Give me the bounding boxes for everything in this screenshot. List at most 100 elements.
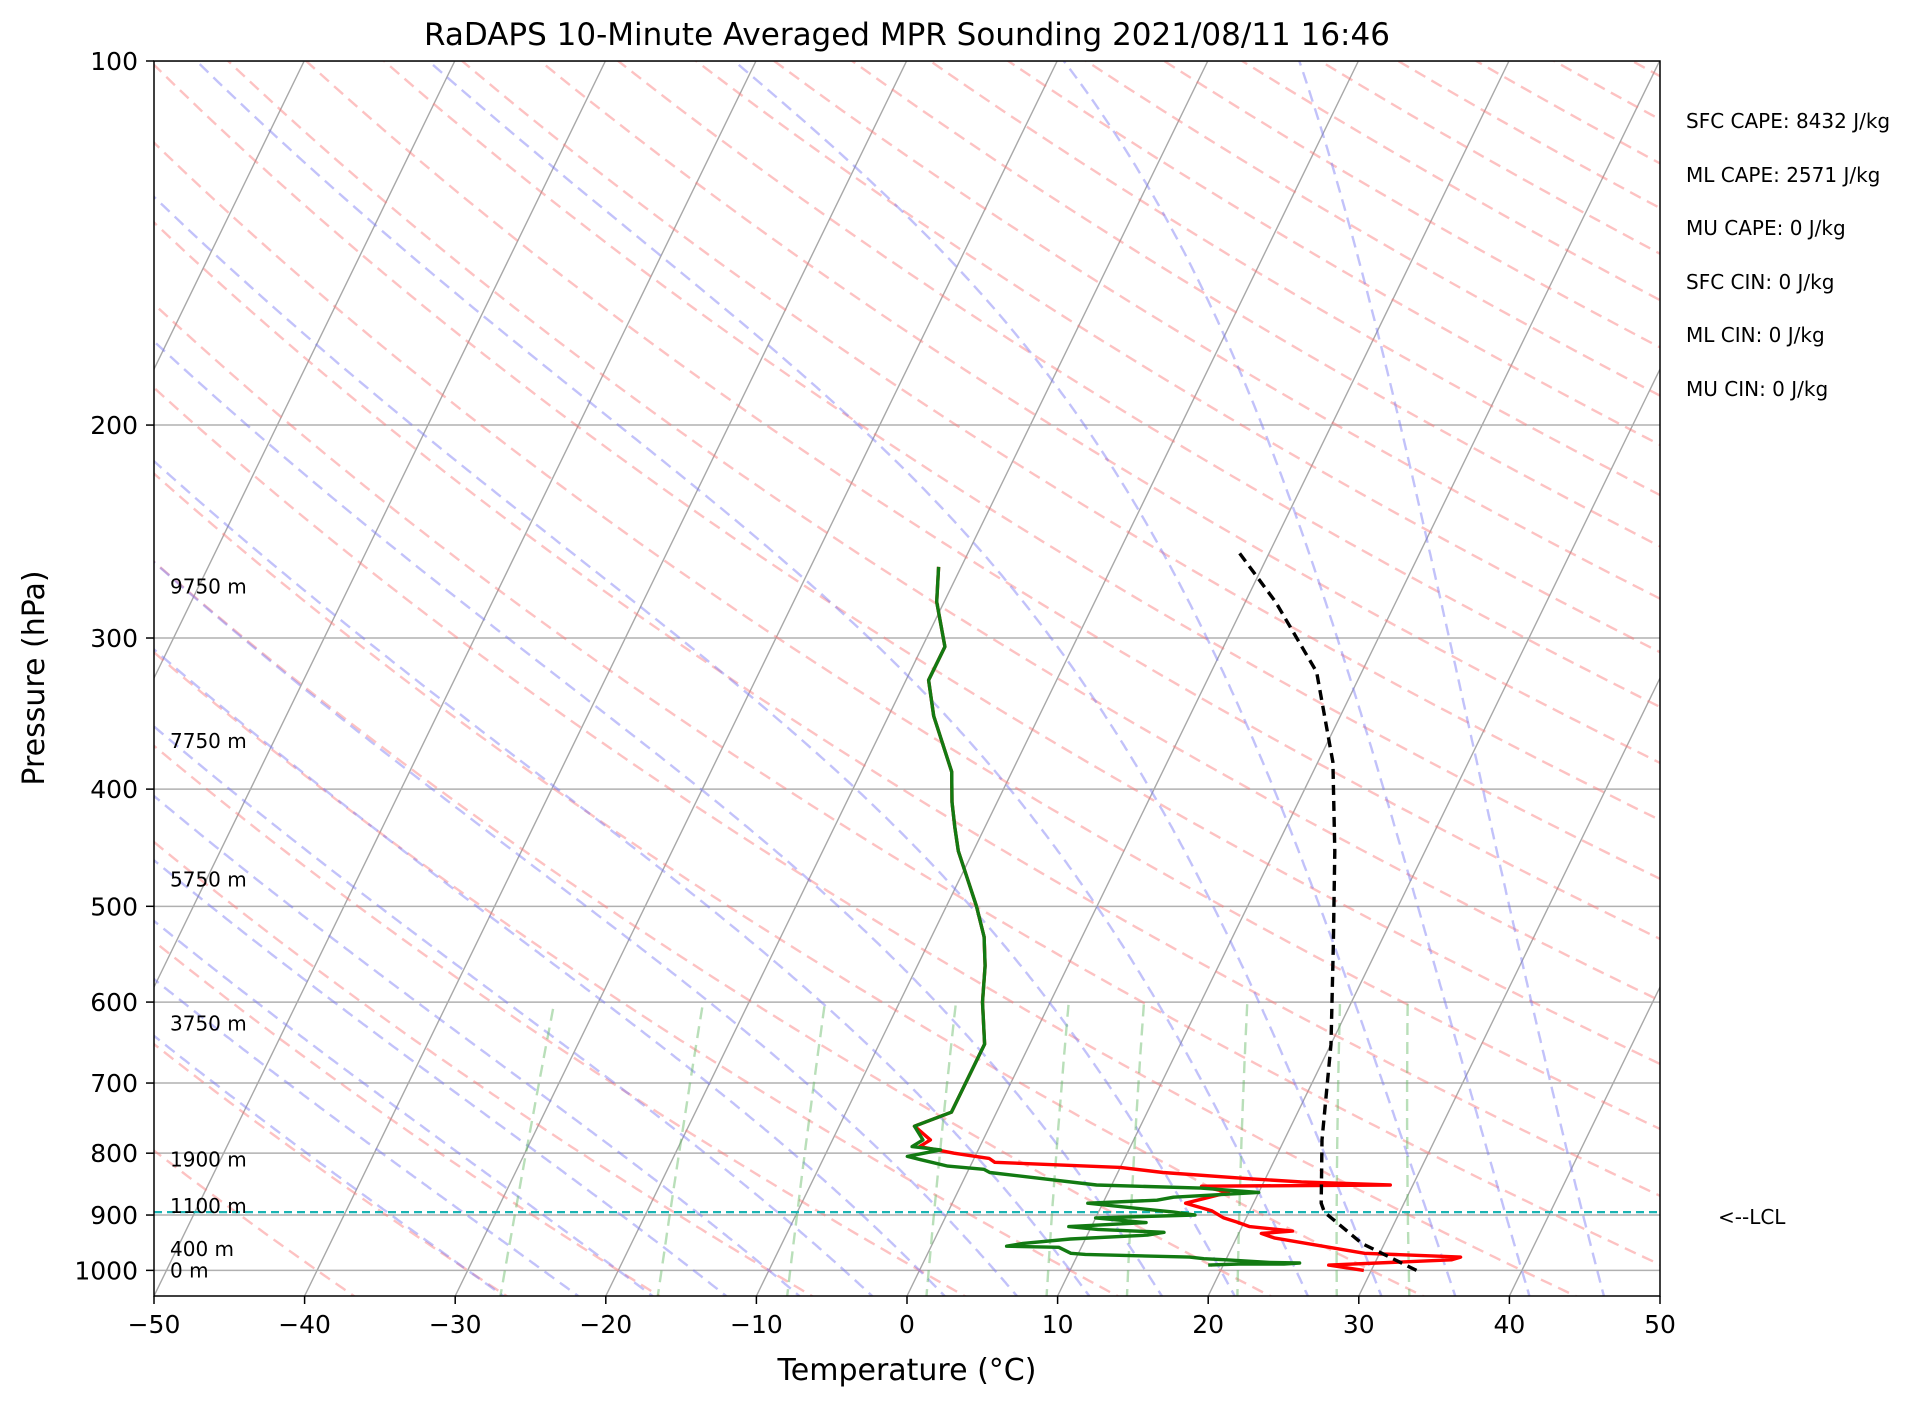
dry-adiabat bbox=[154, 1042, 509, 1296]
isotherm-line bbox=[1358, 676, 1660, 1296]
dry-adiabat bbox=[154, 650, 1121, 1296]
sfc-cin-text: SFC CIN: 0 J/kg bbox=[1686, 270, 1834, 294]
moist-adiabat bbox=[154, 858, 729, 1296]
y-tick-label: 500 bbox=[90, 892, 138, 921]
mixing-ratio-line bbox=[1125, 1002, 1146, 1296]
x-tick-label: 50 bbox=[1644, 1310, 1676, 1339]
mixing-ratio-line bbox=[656, 1001, 705, 1296]
moist-adiabat bbox=[154, 794, 802, 1296]
x-axis-label: Temperature (°C) bbox=[777, 1353, 1037, 1388]
moist-adiabat bbox=[154, 195, 1237, 1296]
moist-adiabat bbox=[154, 339, 1164, 1296]
height-label: 9750 m bbox=[170, 575, 247, 599]
mixing-ratio-line bbox=[1045, 1002, 1070, 1296]
isotherm-line bbox=[906, 61, 1510, 1296]
temperature-profile bbox=[912, 566, 1463, 1273]
mixing-ratio-line bbox=[785, 1001, 827, 1296]
isotherm-line bbox=[605, 61, 1209, 1296]
plot-area bbox=[0, 34, 1925, 1301]
x-tick-label: −20 bbox=[579, 1310, 632, 1339]
height-labels: 9750 m 7750 m 5750 m 3750 m 1900 m 1100 m 400 … bbox=[170, 575, 247, 1283]
stability-indices: SFC CAPE: 8432 J/kg ML CAPE: 2571 J/kg M… bbox=[1686, 109, 1890, 401]
parcel-profile bbox=[1237, 551, 1418, 1272]
moist-adiabat bbox=[1062, 61, 1531, 1296]
x-tick-label: −10 bbox=[730, 1310, 783, 1339]
x-tick-label: 0 bbox=[899, 1310, 915, 1339]
isotherm-line bbox=[1508, 985, 1660, 1296]
x-tick-label: −40 bbox=[278, 1310, 331, 1339]
dry-adiabat bbox=[772, 61, 1660, 601]
moist-adiabat bbox=[154, 459, 1091, 1296]
y-tick-label: 1000 bbox=[74, 1256, 138, 1285]
isotherm-line bbox=[454, 61, 1058, 1296]
moist-adiabat bbox=[427, 61, 1383, 1296]
isobar-grid bbox=[154, 61, 1660, 1272]
dry-adiabat bbox=[616, 61, 1660, 709]
moist-adiabat bbox=[154, 977, 581, 1296]
dry-adiabat bbox=[1891, 34, 1925, 1301]
dry-adiabat bbox=[154, 1149, 357, 1296]
moist-adiabat bbox=[195, 61, 1310, 1296]
dry-adiabat bbox=[154, 141, 1660, 1131]
dry-adiabat bbox=[1473, 61, 1660, 165]
height-label: 1900 m bbox=[170, 1148, 247, 1172]
mu-cin-text: MU CIN: 0 J/kg bbox=[1686, 377, 1828, 401]
y-tick-label: 300 bbox=[90, 624, 138, 653]
x-tick-label: −50 bbox=[128, 1310, 181, 1339]
moist-adiabat bbox=[154, 560, 1019, 1296]
dry-adiabat bbox=[154, 302, 1660, 1266]
dry-adiabat bbox=[154, 939, 662, 1296]
mixing-ratio-line bbox=[1236, 1002, 1249, 1296]
height-label: 7750 m bbox=[170, 729, 247, 753]
moist-adiabat bbox=[154, 647, 947, 1296]
ml-cin-text: ML CIN: 0 J/kg bbox=[1686, 323, 1825, 347]
isotherm-line bbox=[154, 61, 607, 989]
lcl-label: <--LCL bbox=[1718, 1205, 1786, 1229]
ml-cape-text: ML CAPE: 2571 J/kg bbox=[1686, 163, 1880, 187]
isotherm-line bbox=[1659, 1294, 1660, 1296]
mixing-ratio-line bbox=[1335, 1002, 1342, 1296]
moist-adiabat-lines bbox=[154, 61, 1606, 1296]
x-tick-label: −30 bbox=[429, 1310, 482, 1339]
moist-adiabat bbox=[1298, 61, 1606, 1296]
x-axis: −50 −40 −30 −20 −10 0 10 20 30 40 50 bbox=[128, 1296, 1676, 1339]
dry-adiabat bbox=[154, 840, 815, 1296]
y-tick-label: 100 bbox=[90, 47, 138, 76]
y-tick-label: 700 bbox=[90, 1069, 138, 1098]
dry-adiabat bbox=[154, 471, 1426, 1296]
skewed-isotherm-grid bbox=[0, 61, 1660, 1296]
dry-adiabat bbox=[154, 220, 1660, 1198]
moist-adiabat bbox=[154, 1034, 506, 1296]
isotherm-line bbox=[303, 61, 908, 1296]
y-tick-label: 600 bbox=[90, 988, 138, 1017]
mixing-ratio-lines bbox=[499, 1001, 1411, 1296]
y-axis: 100 200 300 400 500 600 700 800 900 1000 bbox=[74, 47, 154, 1285]
isotherm-line bbox=[755, 61, 1360, 1296]
moist-adiabat bbox=[154, 919, 655, 1296]
chart-title: RaDAPS 10-Minute Averaged MPR Sounding 2… bbox=[424, 17, 1390, 53]
height-label: 1100 m bbox=[170, 1194, 247, 1218]
sounding-series bbox=[905, 551, 1463, 1273]
sfc-cape-text: SFC CAPE: 8432 J/kg bbox=[1686, 109, 1890, 133]
mixing-ratio-line bbox=[925, 1001, 958, 1296]
height-label: 5750 m bbox=[170, 867, 247, 891]
isotherm-line bbox=[154, 61, 305, 371]
x-tick-label: 40 bbox=[1493, 1310, 1525, 1339]
y-tick-label: 200 bbox=[90, 411, 138, 440]
isotherm-line bbox=[154, 61, 757, 1296]
isotherm-line bbox=[1056, 61, 1660, 1296]
dry-adiabat-lines bbox=[154, 34, 1925, 1301]
y-tick-label: 400 bbox=[90, 775, 138, 804]
isotherm-line bbox=[1207, 367, 1660, 1296]
dry-adiabat bbox=[304, 61, 1660, 941]
y-axis-label: Pressure (hPa) bbox=[17, 570, 52, 785]
dry-adiabat bbox=[154, 386, 1579, 1296]
dry-adiabat bbox=[154, 560, 1273, 1296]
isotherm-line bbox=[0, 61, 3, 1296]
dry-adiabat bbox=[154, 744, 968, 1296]
isotherm-line bbox=[154, 61, 456, 680]
x-tick-label: 10 bbox=[1042, 1310, 1074, 1339]
height-label: 0 m bbox=[170, 1258, 209, 1282]
dry-adiabat bbox=[460, 61, 1660, 822]
